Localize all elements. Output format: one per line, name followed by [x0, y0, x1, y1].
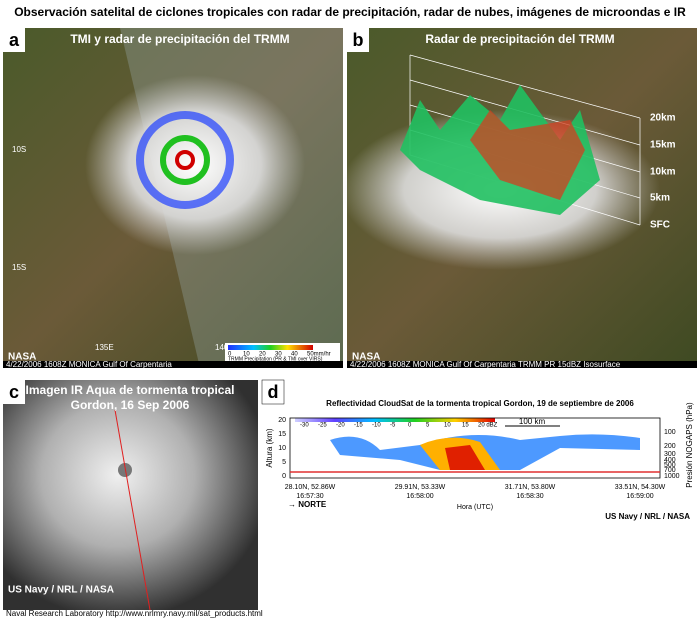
y2-tick-label: 300 [664, 451, 676, 458]
scale-bar [228, 345, 313, 350]
height-label: 10km [650, 167, 676, 178]
footer-bar [347, 361, 697, 368]
footer: 4/22/2006 1608Z MONICA Gulf Of Carpentar… [6, 360, 172, 369]
panel-a: a TMI y radar de precipitación del TRMM … [3, 28, 343, 369]
panel-caption: Reflectividad CloudSat de la tormenta tr… [326, 399, 634, 408]
x-tick-label: 16:58:30 [516, 493, 543, 500]
panel-label: b [353, 30, 364, 50]
panel-b: b Radar de precipitación del TRMM 20km 1… [340, 28, 697, 369]
panel-d: d Reflectividad CloudSat de la tormenta … [261, 379, 697, 608]
footer-bar [3, 361, 343, 368]
height-label: 5km [650, 193, 670, 204]
direction: → NORTE [288, 500, 327, 509]
panel-caption: Imagen IR Aqua de tormenta tropical [26, 383, 235, 397]
scale-tick: 0 [228, 352, 232, 358]
credit: NASA [352, 352, 380, 363]
footer: Naval Research Laboratory http://www.nrl… [6, 609, 263, 618]
y2-tick-label: 500 [664, 462, 676, 469]
scale-tick: 15 [462, 423, 469, 429]
y-tick-label: 5 [282, 459, 286, 466]
x-tick-label: 33.51N, 54.30W [615, 484, 666, 491]
panel-label: a [9, 30, 20, 50]
plot-frame [289, 417, 661, 479]
eye-wall [175, 150, 195, 170]
height-label: 15km [650, 140, 676, 151]
credit: US Navy / NRL / NASA [605, 512, 690, 521]
y-tick-label: 15 [278, 431, 286, 438]
panel-caption: TMI y radar de precipitación del TRMM [70, 32, 289, 46]
cloud-swirl [85, 75, 305, 255]
y2-tick-label: 1000 [664, 473, 680, 480]
scale-tick: -5 [390, 423, 396, 429]
lon-label: 140E [215, 343, 234, 352]
scale-tick: -15 [354, 423, 363, 429]
x-tick-label: 16:57:30 [296, 493, 323, 500]
scale-tick: -20 [336, 423, 345, 429]
label-box [3, 28, 25, 52]
y-tick-label: 0 [282, 473, 286, 480]
label-box [261, 379, 285, 405]
height-label: 20km [650, 113, 676, 124]
scale-tick: 10 [444, 423, 451, 429]
x-tick-label: 28.10N, 52.86W [285, 484, 336, 491]
scale-tick: 0 [408, 423, 412, 429]
y2-tick-label: 100 [664, 429, 676, 436]
panel-c: c Imagen IR Aqua de tormenta tropical Go… [3, 380, 263, 618]
x-tick-label: 16:59:00 [626, 493, 653, 500]
scale-tick: -30 [300, 423, 309, 429]
footer-bar [3, 610, 258, 618]
scale-title: TRMM Precipitation (PR & TMI over VIRS) [228, 356, 323, 362]
distance-label: 100 km [519, 417, 546, 426]
y-tick-label: 10 [278, 445, 286, 452]
scale-tick: 20 dBZ [478, 423, 498, 429]
scale-bar [295, 418, 495, 422]
scale-tick: -10 [372, 423, 381, 429]
scale-tick: -25 [318, 423, 327, 429]
cloudsat-track [114, 409, 151, 611]
x-tick-label: 29.91N, 53.33W [395, 484, 446, 491]
scale-tick: 10 [243, 352, 250, 358]
height-label: SFC [650, 220, 670, 231]
credit: US Navy / NRL / NASA [8, 585, 114, 596]
y2-axis-label: Presión NOGAPS (hPa) [685, 402, 694, 488]
y-axis-label: Altura (km) [265, 428, 274, 467]
lat-label: 15S [12, 263, 26, 272]
x-axis-label: Hora (UTC) [457, 504, 493, 511]
label-box [3, 380, 25, 404]
scale-tick: 50mm/hr [307, 352, 331, 358]
y2-tick-label: 200 [664, 443, 676, 450]
credit: NASA [8, 352, 36, 363]
panel-label: c [9, 382, 19, 402]
scale-tick: 20 [259, 352, 266, 358]
reflectivity-core [445, 445, 485, 470]
rain-band [136, 111, 234, 209]
y2-tick-label: 700 [664, 467, 676, 474]
panel-label: d [268, 382, 279, 402]
y-tick-label: 20 [278, 417, 286, 424]
lat-label: 10S [12, 145, 26, 154]
y2-tick-label: 400 [664, 457, 676, 464]
scale-tick: 5 [426, 423, 430, 429]
panel-caption: Gordon, 16 Sep 2006 [71, 398, 190, 412]
footer: 4/22/2006 1608Z MONICA Gulf Of Carpentar… [350, 360, 621, 369]
x-tick-label: 16:58:00 [406, 493, 433, 500]
label-box [347, 28, 369, 52]
rain-core [470, 110, 585, 200]
lon-label: 135E [95, 343, 114, 352]
rain-band [160, 135, 210, 185]
panel-caption: Radar de precipitación del TRMM [425, 32, 614, 46]
scale-tick: 30 [275, 352, 282, 358]
figure-title: Observación satelital de ciclones tropic… [14, 5, 686, 19]
x-tick-label: 31.71N, 53.80W [505, 484, 556, 491]
scale-tick: 40 [291, 352, 298, 358]
